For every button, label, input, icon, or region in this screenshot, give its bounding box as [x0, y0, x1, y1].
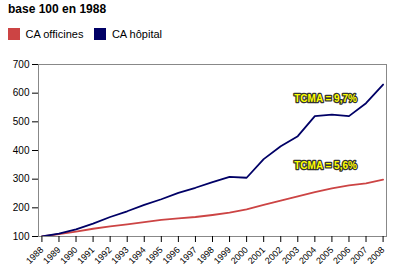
html-text:CA officines: CA officines [25, 27, 84, 40]
svg-text:1998: 1998 [195, 244, 216, 264]
svg-text:1997: 1997 [178, 244, 199, 264]
svg-text:300: 300 [13, 173, 30, 184]
html-text:CA hôpital: CA hôpital [111, 27, 162, 40]
svg-text:TCMA = 5,6%: TCMA = 5,6% [294, 160, 357, 171]
svg-text:1988: 1988 [24, 244, 45, 264]
svg-text:1991: 1991 [75, 244, 96, 264]
svg-text:1999: 1999 [212, 244, 233, 264]
svg-text:1994: 1994 [126, 244, 147, 264]
svg-text:500: 500 [13, 116, 30, 127]
svg-text:1990: 1990 [58, 244, 79, 264]
svg-text:1996: 1996 [161, 244, 182, 264]
svg-text:2006: 2006 [331, 244, 352, 264]
svg-text:700: 700 [13, 58, 30, 69]
svg-text:600: 600 [13, 87, 30, 98]
html-text:base 100 en 1988: base 100 en 1988 [8, 2, 107, 16]
svg-text:2000: 2000 [229, 244, 250, 264]
svg-text:1992: 1992 [92, 244, 113, 264]
svg-text:100: 100 [13, 230, 30, 241]
svg-text:2002: 2002 [263, 244, 284, 264]
svg-text:2004: 2004 [297, 244, 318, 264]
svg-text:1995: 1995 [144, 244, 165, 264]
svg-text:200: 200 [13, 202, 30, 213]
svg-text:2001: 2001 [246, 244, 267, 264]
svg-text:2007: 2007 [348, 244, 369, 264]
svg-text:TCMA = 9,7%: TCMA = 9,7% [294, 93, 357, 104]
svg-text:2008: 2008 [365, 244, 386, 264]
svg-text:2005: 2005 [314, 244, 335, 264]
svg-text:1989: 1989 [41, 244, 62, 264]
svg-text:400: 400 [13, 144, 30, 155]
svg-text:2003: 2003 [280, 244, 301, 264]
svg-text:1993: 1993 [109, 244, 130, 264]
